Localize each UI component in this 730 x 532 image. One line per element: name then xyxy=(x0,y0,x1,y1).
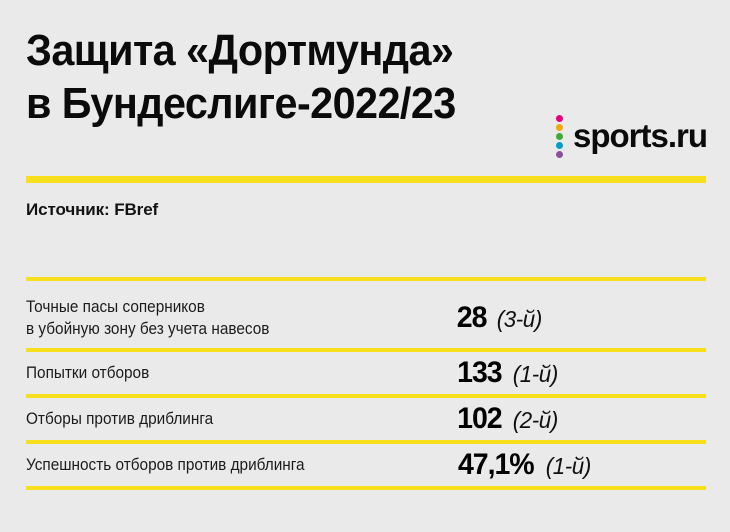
stat-label: Успешность отборов против дриблинга xyxy=(26,456,305,474)
logo-dot-cyan xyxy=(556,141,563,149)
stat-label: Точные пасы соперников в убойную зону бе… xyxy=(26,298,270,338)
stat-label: Отборы против дриблинга xyxy=(26,410,214,428)
sports-ru-logo[interactable]: sports.ru xyxy=(556,112,708,158)
divider-row-1 xyxy=(26,348,706,352)
stat-rank: (1-й) xyxy=(512,361,558,387)
logo-dot-orange xyxy=(556,123,563,131)
stat-rank: (3-й) xyxy=(496,306,543,332)
logo-wordmark: sports.ru xyxy=(573,116,708,154)
table-row: Успешность отборов против дриблинга 47,1… xyxy=(26,447,706,483)
table-row: Отборы против дриблинга 102 (2-й) xyxy=(26,401,706,437)
logo-dots-icon xyxy=(556,113,563,158)
page-title-line-1: Защита «Дортмунда» xyxy=(26,26,454,75)
divider-header xyxy=(26,176,706,183)
stat-rank: (2-й) xyxy=(512,407,558,433)
stat-number: 133 xyxy=(457,356,502,389)
stat-value-group: 47,1% (1-й) xyxy=(456,450,706,480)
divider-row-2 xyxy=(26,394,706,398)
page-title: Защита «Дортмунда» в Бундеслиге-2022/23 xyxy=(26,24,546,130)
table-row: Точные пасы соперников в убойную зону бе… xyxy=(26,292,706,344)
stat-number: 47,1% xyxy=(457,448,535,481)
page-title-line-2: в Бундеслиге-2022/23 xyxy=(26,79,456,128)
stat-label: Попытки отборов xyxy=(26,364,150,382)
stat-value-group: 102 (2-й) xyxy=(456,404,706,434)
logo-dot-magenta xyxy=(556,114,563,122)
logo-dot-purple xyxy=(556,150,563,158)
stat-number: 28 xyxy=(456,301,488,334)
logo-dot-green xyxy=(556,132,563,140)
source-label: Источник: FBref xyxy=(26,200,159,219)
divider-table-bottom xyxy=(26,486,706,490)
divider-table-top xyxy=(26,277,706,281)
stat-value-group: 133 (1-й) xyxy=(456,358,706,388)
stat-number: 102 xyxy=(457,402,502,435)
divider-row-3 xyxy=(26,440,706,444)
stat-value-group: 28 (3-й) xyxy=(456,303,706,333)
stat-rank: (1-й) xyxy=(545,453,591,479)
table-row: Попытки отборов 133 (1-й) xyxy=(26,355,706,391)
header: Защита «Дортмунда» в Бундеслиге-2022/23 … xyxy=(0,0,730,172)
